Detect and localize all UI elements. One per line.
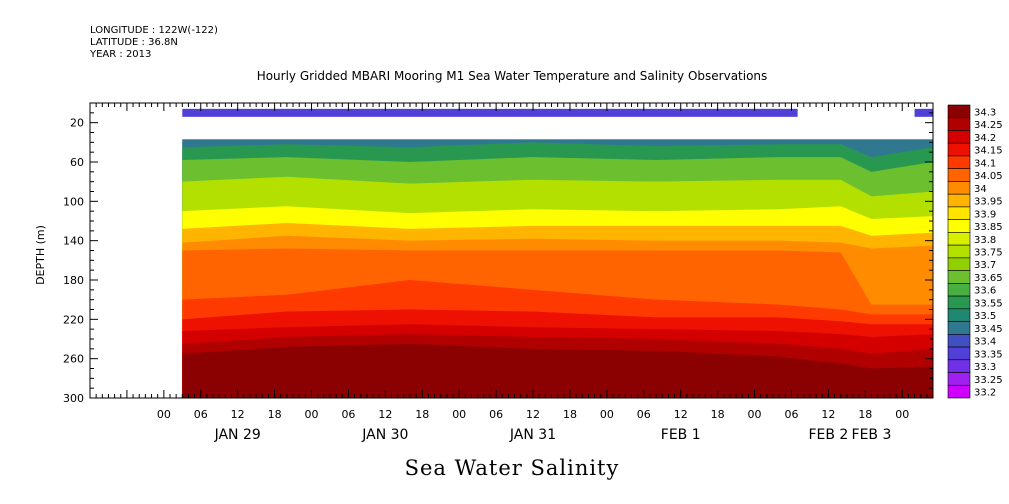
x-tick-label-17: 06 xyxy=(784,408,798,421)
colorbar-swatch-1 xyxy=(947,117,971,131)
colorbar-label-22: 33.2 xyxy=(974,388,996,399)
colorbar-label-11: 33.75 xyxy=(974,248,1003,259)
colorbar-label-7: 33.95 xyxy=(974,197,1003,208)
date-label-0: JAN 29 xyxy=(214,427,261,443)
y-tick-label-260: 260 xyxy=(63,353,84,366)
colorbar-swatch-5 xyxy=(947,168,971,182)
x-tick-label-0: 00 xyxy=(157,408,171,421)
colorbar-label-5: 34.05 xyxy=(974,171,1003,182)
colorbar-label-3: 34.15 xyxy=(974,146,1003,157)
colorbar-swatch-8 xyxy=(947,206,971,220)
year-label: YEAR : 2013 xyxy=(90,49,152,60)
date-label-1: JAN 30 xyxy=(361,427,408,443)
colorbar-swatch-4 xyxy=(947,155,971,169)
salinity-band-12 xyxy=(182,343,934,398)
colorbar-swatch-3 xyxy=(947,142,971,157)
x-tick-label-18: 12 xyxy=(821,408,835,421)
colorbar-swatch-9 xyxy=(947,219,971,233)
colorbar-label-13: 33.65 xyxy=(974,273,1003,284)
date-label-2: JAN 31 xyxy=(509,427,556,443)
y-tick-label-100: 100 xyxy=(63,195,84,208)
y-axis-title: DEPTH (m) xyxy=(34,225,47,285)
y-tick-label-300: 300 xyxy=(63,392,84,405)
longitude-label: LONGITUDE : 122W(-122) xyxy=(90,25,218,36)
y-tick-label-140: 140 xyxy=(63,235,84,248)
y-tick-label-20: 20 xyxy=(70,117,84,130)
x-tick-label-9: 06 xyxy=(489,408,503,421)
x-tick-label-14: 12 xyxy=(674,408,688,421)
colorbar-swatch-17 xyxy=(947,321,971,335)
colorbar-label-17: 33.45 xyxy=(974,324,1003,335)
colorbar-label-19: 33.35 xyxy=(974,349,1003,360)
x-tick-label-15: 18 xyxy=(711,408,725,421)
colorbar-label-16: 33.5 xyxy=(974,311,996,322)
colorbar-label-1: 34.25 xyxy=(974,120,1003,131)
x-tick-label-2: 12 xyxy=(231,408,245,421)
x-tick-label-7: 18 xyxy=(415,408,429,421)
x-tick-label-3: 18 xyxy=(268,408,282,421)
surface-bar-segment-0 xyxy=(182,108,798,117)
plot-area xyxy=(89,102,934,399)
x-tick-label-5: 06 xyxy=(341,408,355,421)
x-tick-label-1: 06 xyxy=(194,408,208,421)
x-tick-label-13: 06 xyxy=(637,408,651,421)
chart-title: Hourly Gridded MBARI Mooring M1 Sea Wate… xyxy=(257,69,768,83)
colorbar-swatch-13 xyxy=(947,270,971,284)
colorbar-swatch-6 xyxy=(947,181,971,195)
colorbar-swatch-14 xyxy=(947,283,971,297)
colorbar-label-18: 33.4 xyxy=(974,337,996,348)
date-label-4: FEB 2 xyxy=(808,427,848,443)
colorbar-swatch-20 xyxy=(947,359,971,373)
x-tick-label-8: 00 xyxy=(452,408,466,421)
colorbar-label-4: 34.1 xyxy=(974,158,996,169)
x-tick-label-11: 18 xyxy=(563,408,577,421)
colorbar-label-21: 33.25 xyxy=(974,375,1003,386)
colorbar-swatch-12 xyxy=(947,257,971,271)
colorbar-swatch-21 xyxy=(947,372,971,386)
x-tick-label-10: 12 xyxy=(526,408,540,421)
x-tick-label-4: 00 xyxy=(305,408,319,421)
latitude-label: LATITUDE : 36.8N xyxy=(90,37,178,48)
colorbar-swatch-10 xyxy=(947,232,971,246)
x-tick-label-6: 12 xyxy=(378,408,392,421)
colorbar-label-10: 33.8 xyxy=(974,235,996,246)
colorbar-swatch-0 xyxy=(947,104,971,119)
x-tick-label-19: 18 xyxy=(858,408,872,421)
colorbar-label-8: 33.9 xyxy=(974,209,996,220)
colorbar-swatch-18 xyxy=(947,334,971,348)
colorbar-label-0: 34.3 xyxy=(974,107,996,118)
y-tick-label-60: 60 xyxy=(70,156,84,169)
colorbar-label-9: 33.85 xyxy=(974,222,1003,233)
y-axis: 20 60 100 140 180 220 260 300 xyxy=(63,102,933,405)
date-label-3: FEB 1 xyxy=(661,427,701,443)
colorbar-label-20: 33.3 xyxy=(974,362,996,373)
colorbar-swatch-7 xyxy=(947,193,971,208)
colorbar-label-12: 33.7 xyxy=(974,260,996,271)
colorbar-swatch-15 xyxy=(947,295,971,310)
date-label-5: FEB 3 xyxy=(852,427,892,443)
colorbar-label-2: 34.2 xyxy=(974,133,996,144)
x-axis-title: Sea Water Salinity xyxy=(405,456,620,480)
colorbar-label-15: 33.55 xyxy=(974,298,1003,309)
y-tick-label-180: 180 xyxy=(63,274,84,287)
x-tick-label-20: 00 xyxy=(895,408,909,421)
x-axis: 00 06 12 18 00 06 12 18 00 06 12 18 00 06 12 18 00 06 12 18… xyxy=(89,103,934,443)
colorbar-swatch-11 xyxy=(947,244,971,259)
surface-bar-segment-1 xyxy=(914,108,933,117)
colorbar-swatch-2 xyxy=(947,130,971,144)
y-tick-label-220: 220 xyxy=(63,313,84,326)
colorbar-swatch-19 xyxy=(947,346,971,361)
colorbar-label-6: 34 xyxy=(974,184,987,195)
colorbar-label-14: 33.6 xyxy=(974,286,996,297)
colorbar-swatch-22 xyxy=(947,384,971,399)
x-tick-label-12: 00 xyxy=(600,408,614,421)
colorbar-swatch-16 xyxy=(947,308,971,322)
x-tick-label-16: 00 xyxy=(748,408,762,421)
